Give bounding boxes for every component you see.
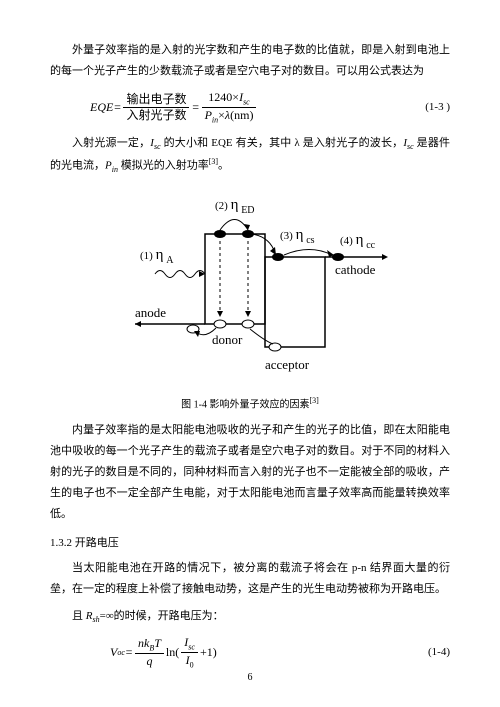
eq1-label: (1-3 ) <box>425 97 450 118</box>
figure-1-4: anode cathode donor acceptor (1) η A (2)… <box>50 189 450 389</box>
paragraph-rsh: 且 Rsh=∞的时候，开路电压为： <box>50 606 450 627</box>
paragraph-voc-intro: 当太阳能电池在开路的情况下，被分离的载流子将会在 p-n 结界面大量的衍垒，在一… <box>50 558 450 600</box>
acceptor-box <box>265 257 325 347</box>
eta-cc-arrow <box>284 250 332 256</box>
svg-text:(2) η ED: (2) η ED <box>215 197 255 216</box>
eq2-label: (1-4) <box>428 642 450 663</box>
eqe-diagram-svg: anode cathode donor acceptor (1) η A (2)… <box>100 189 400 389</box>
figure-caption: 图 1-4 影响外量子效应的因素[3] <box>50 393 450 414</box>
eq1-lhs: EQE <box>90 96 113 119</box>
hole <box>242 320 254 328</box>
svg-text:(1) η A: (1) η A <box>140 247 174 266</box>
paragraph-iqe: 内量子效率指的是太阳能电池吸收的光子和产生的光子的比值，即在太阳能电池中吸收的每… <box>50 420 450 524</box>
electron <box>272 253 284 261</box>
paragraph-eqe-intro: 外量子效率指的是入射的光字数和产生的电子数的比值就，即是入射到电池上的每一个光子… <box>50 40 450 82</box>
electron <box>214 230 226 238</box>
electron <box>332 253 344 261</box>
eta-ed-arrow <box>220 220 248 231</box>
anode-label: anode <box>135 305 166 320</box>
equation-1-4: Voc = nkBT q ln( Isc I0 +1) (1-4) <box>50 635 450 670</box>
svg-text:(4) η cc: (4) η cc <box>340 232 376 251</box>
cathode-label: cathode <box>335 262 376 277</box>
paragraph-eqe-params: 入射光源一定，Isc 的大小和 EQE 有关，其中 λ 是入射光子的波长，Isc… <box>50 133 450 177</box>
eq1-frac2: 1240×Isc Pin×λ(nm) <box>202 90 257 125</box>
section-1-3-2: 1.3.2 开路电压 <box>50 533 450 554</box>
svg-text:(3) η cs: (3) η cs <box>280 227 315 246</box>
equation-1-3: EQE = 输出电子数 入射光子数 = 1240×Isc Pin×λ(nm) (… <box>50 90 450 125</box>
hole <box>214 320 226 328</box>
donor-box <box>205 234 265 324</box>
hole <box>269 343 281 351</box>
acceptor-label: acceptor <box>265 357 310 372</box>
donor-label: donor <box>212 332 243 347</box>
page-number: 6 <box>0 668 500 687</box>
photon-wave <box>155 271 205 278</box>
eq1-frac1: 输出电子数 入射光子数 <box>123 92 189 122</box>
